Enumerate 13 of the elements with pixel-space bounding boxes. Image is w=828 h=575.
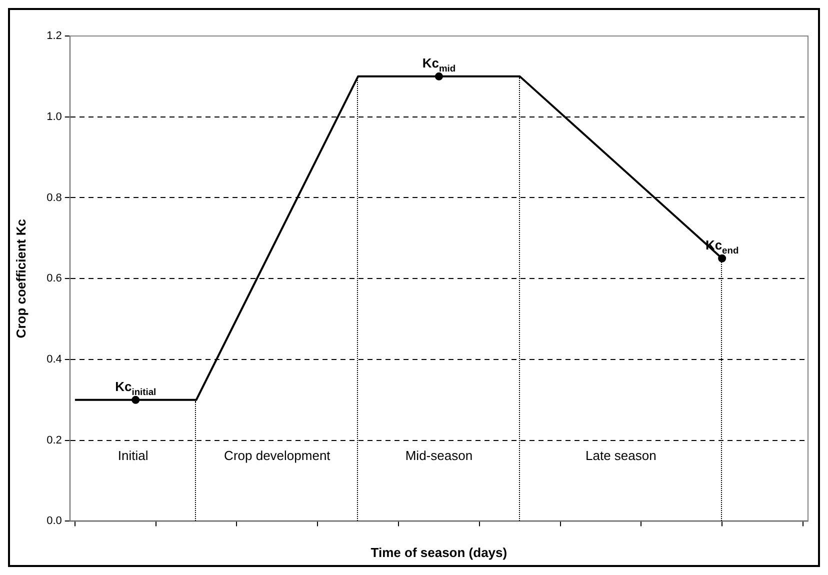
annotation: Initial (118, 448, 148, 464)
x-axis-title: Time of season (days) (370, 544, 508, 560)
y-tick-label: 0.6 (46, 272, 62, 285)
y-tick-label: 1.2 (46, 30, 62, 42)
y-tick-label: 0.8 (46, 192, 62, 204)
y-tick-label: 0.0 (46, 515, 62, 528)
annotation: Crop development (224, 448, 331, 464)
annotation: Mid-season (405, 448, 473, 464)
y-tick-label: 1.0 (46, 110, 62, 123)
annotation: Late season (586, 448, 656, 464)
y-tick-label: 0.4 (46, 354, 62, 366)
y-tick-label: 0.2 (46, 434, 62, 446)
y-axis-title: Crop coefficient Kc (13, 219, 28, 338)
